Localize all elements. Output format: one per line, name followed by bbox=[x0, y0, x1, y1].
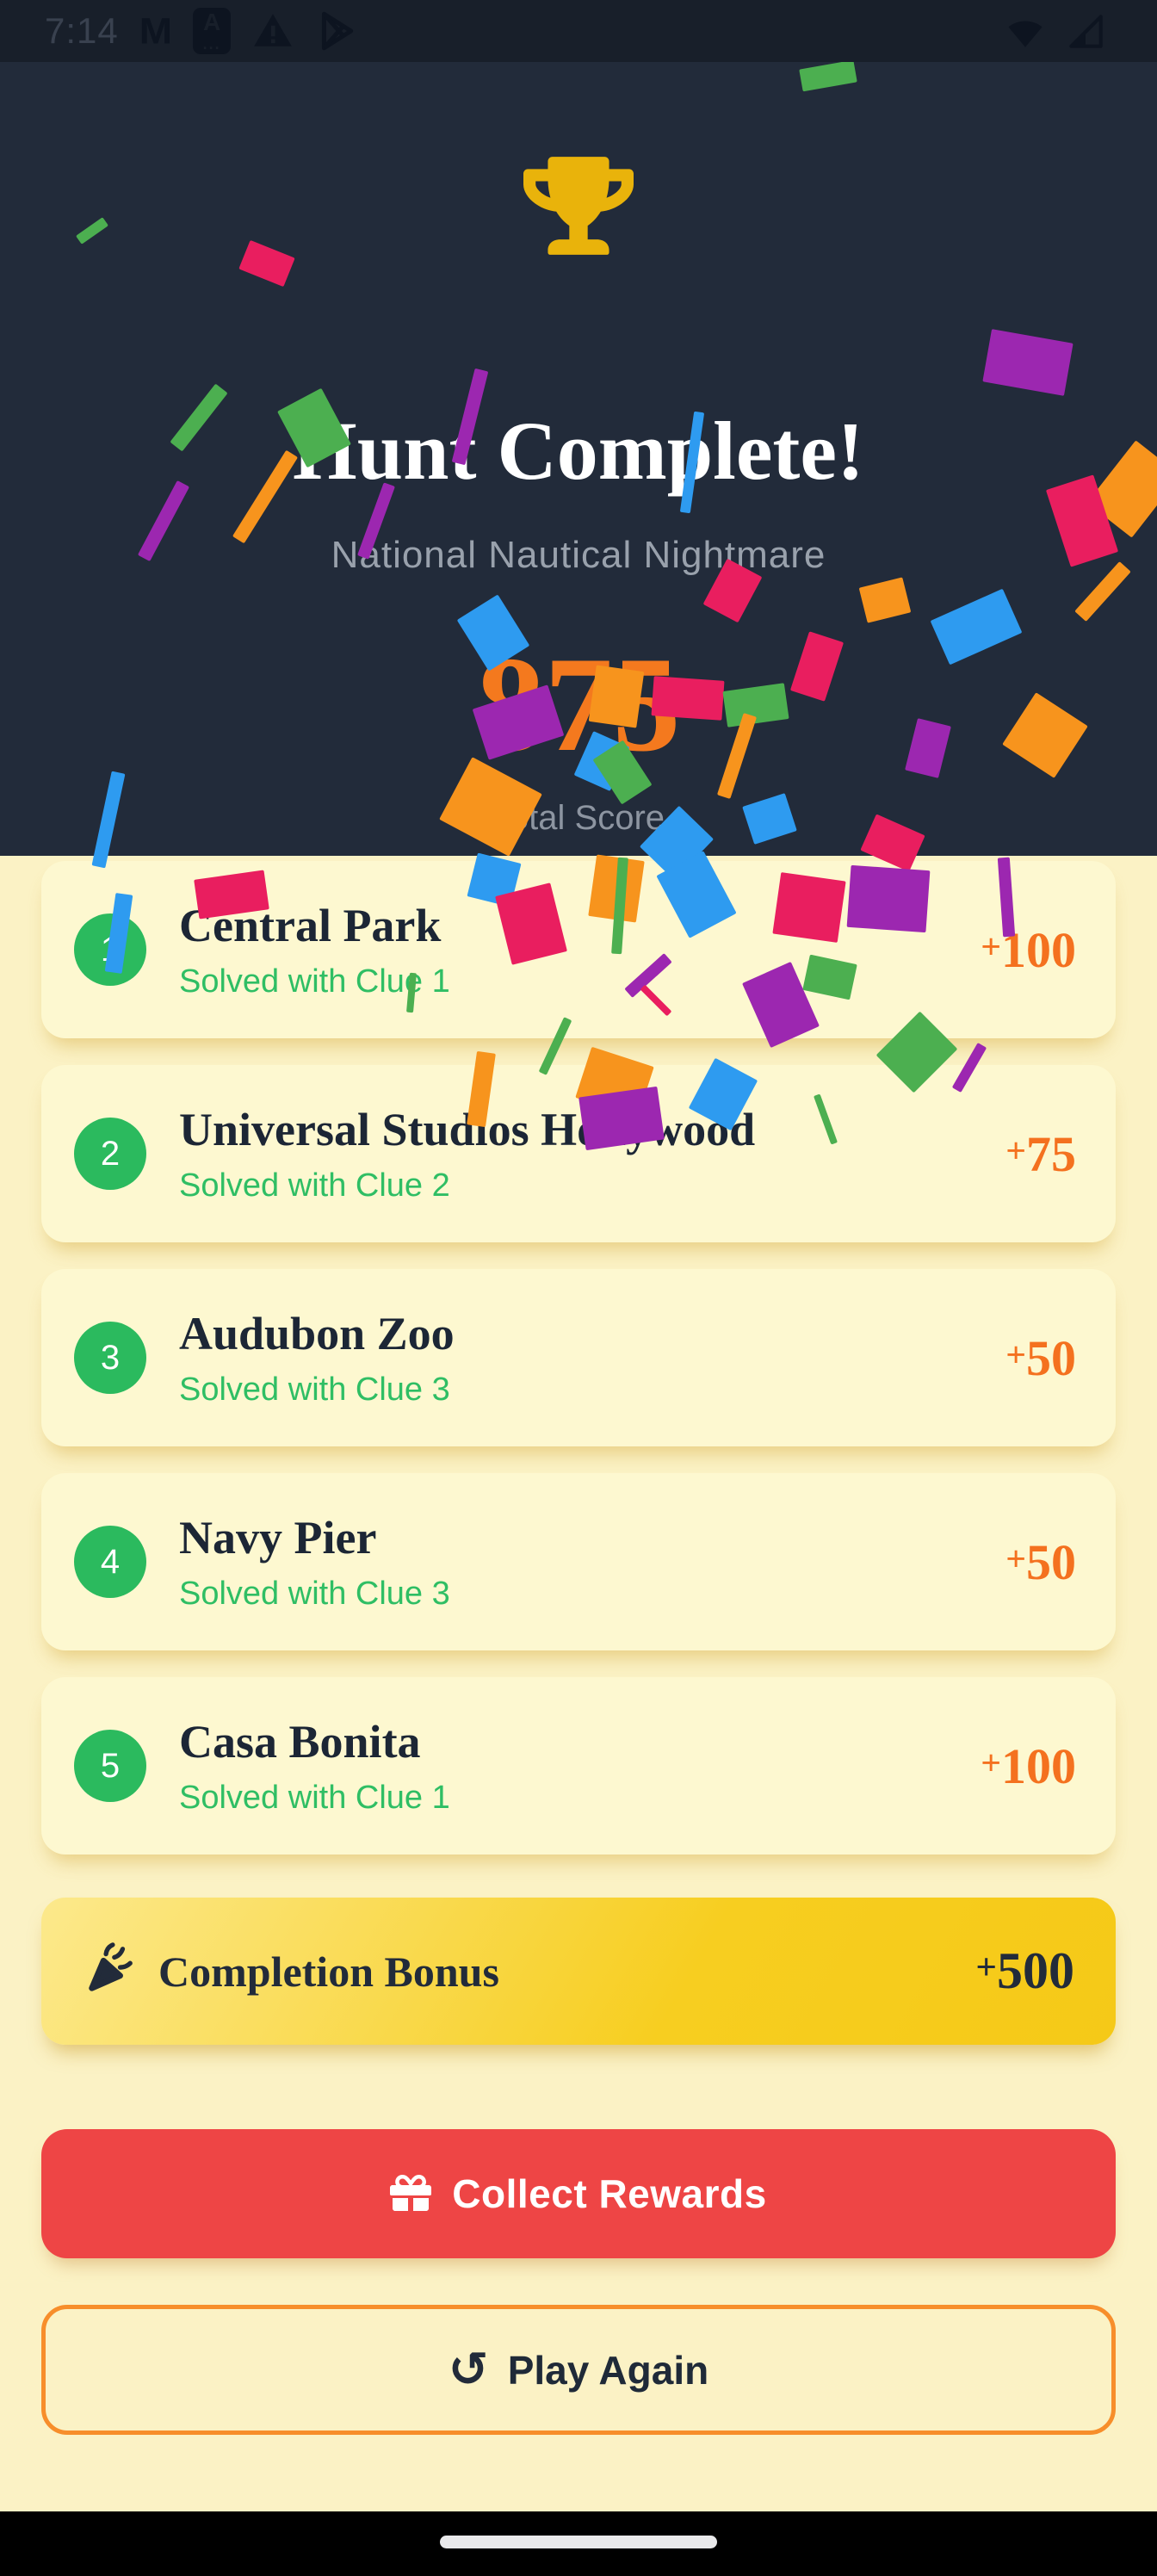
rank-number: 4 bbox=[100, 1542, 121, 1581]
completion-bonus-card: Completion Bonus +500 bbox=[41, 1898, 1116, 2045]
hunt-result-card: 4 Navy Pier Solved with Clue 3 +50 bbox=[41, 1473, 1116, 1650]
hunt-name: National Nautical Nightmare bbox=[331, 534, 826, 576]
play-store-icon bbox=[315, 9, 358, 53]
location-name: Casa Bonita bbox=[179, 1716, 421, 1768]
total-score-label: Total Score bbox=[492, 799, 665, 837]
rank-badge: 3 bbox=[74, 1322, 146, 1394]
rank-badge: 5 bbox=[74, 1730, 146, 1802]
hunt-result-card: 3 Audubon Zoo Solved with Clue 3 +50 bbox=[41, 1269, 1116, 1446]
wifi-icon bbox=[1002, 9, 1049, 53]
rank-number: 3 bbox=[100, 1338, 121, 1377]
bonus-label: Completion Bonus bbox=[158, 1947, 499, 1996]
result-text: Navy Pier Solved with Clue 3 bbox=[179, 1511, 450, 1612]
party-popper-icon bbox=[83, 1942, 136, 2000]
clue-detail: Solved with Clue 1 bbox=[179, 1779, 450, 1816]
total-score-value: 875 bbox=[476, 629, 681, 780]
status-bar: 7:14 M A... bbox=[0, 0, 1157, 62]
replay-icon: ↺ bbox=[448, 2341, 489, 2398]
result-text: Central Park Solved with Clue 1 bbox=[179, 899, 450, 1000]
status-bar-right bbox=[1002, 9, 1107, 53]
collect-rewards-label: Collect Rewards bbox=[452, 2171, 767, 2216]
clue-detail: Solved with Clue 3 bbox=[179, 1371, 450, 1408]
clue-detail: Solved with Clue 3 bbox=[179, 1575, 450, 1612]
status-bar-clock: 7:14 bbox=[45, 10, 119, 51]
trophy-icon bbox=[523, 157, 634, 259]
result-text: Casa Bonita Solved with Clue 1 bbox=[179, 1715, 450, 1816]
rank-number: 1 bbox=[100, 930, 121, 969]
hunt-result-card: 5 Casa Bonita Solved with Clue 1 +100 bbox=[41, 1677, 1116, 1855]
gift-icon bbox=[390, 2172, 432, 2216]
gmail-icon: M bbox=[139, 10, 173, 52]
rank-number: 5 bbox=[100, 1746, 121, 1785]
points-earned: +50 bbox=[1005, 1533, 1076, 1590]
hunt-result-card: 2 Universal Studios Hollywood Solved wit… bbox=[41, 1065, 1116, 1242]
page-title: Hunt Complete! bbox=[293, 405, 864, 497]
location-name: Navy Pier bbox=[179, 1512, 377, 1564]
status-bar-left: 7:14 M A... bbox=[45, 8, 358, 54]
location-name: Audubon Zoo bbox=[179, 1308, 455, 1360]
system-nav-bar bbox=[0, 2511, 1157, 2576]
clue-detail: Solved with Clue 1 bbox=[179, 963, 450, 1000]
result-text: Audubon Zoo Solved with Clue 3 bbox=[179, 1307, 455, 1408]
hero-banner: Hunt Complete! National Nautical Nightma… bbox=[0, 62, 1157, 856]
play-again-button[interactable]: ↺ Play Again bbox=[41, 2305, 1116, 2435]
collect-rewards-button[interactable]: Collect Rewards bbox=[41, 2129, 1116, 2258]
result-text: Universal Studios Hollywood Solved with … bbox=[179, 1103, 755, 1204]
rank-number: 2 bbox=[100, 1134, 121, 1173]
cell-signal-icon bbox=[1064, 9, 1107, 53]
location-name: Central Park bbox=[179, 900, 442, 952]
rank-badge: 2 bbox=[74, 1118, 146, 1190]
home-indicator-handle[interactable] bbox=[440, 2536, 717, 2548]
rank-badge: 1 bbox=[74, 913, 146, 986]
rank-badge: 4 bbox=[74, 1526, 146, 1598]
points-earned: +100 bbox=[981, 1737, 1076, 1794]
points-earned: +100 bbox=[981, 921, 1076, 978]
a-app-icon: A... bbox=[193, 8, 232, 54]
warning-icon bbox=[251, 9, 294, 53]
play-again-label: Play Again bbox=[507, 2347, 709, 2393]
points-earned: +75 bbox=[1005, 1125, 1076, 1182]
location-name: Universal Studios Hollywood bbox=[179, 1104, 756, 1156]
points-earned: +50 bbox=[1005, 1329, 1076, 1386]
clue-detail: Solved with Clue 2 bbox=[179, 1167, 450, 1204]
bonus-points: +500 bbox=[975, 1942, 1074, 1999]
hunt-result-card: 1 Central Park Solved with Clue 1 +100 bbox=[41, 861, 1116, 1038]
